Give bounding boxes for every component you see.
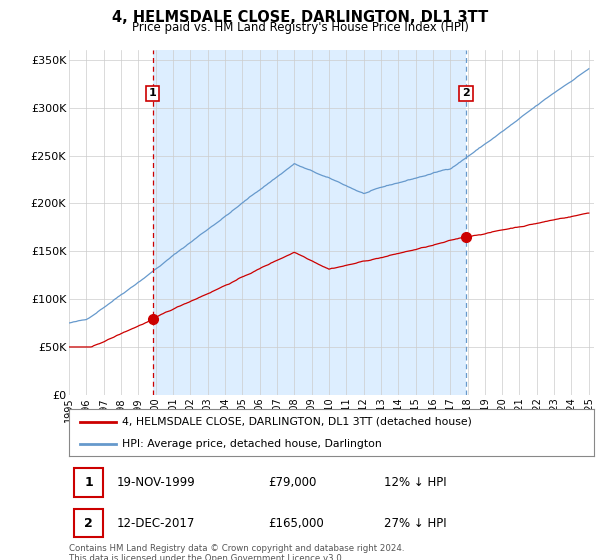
Text: 4, HELMSDALE CLOSE, DARLINGTON, DL1 3TT (detached house): 4, HELMSDALE CLOSE, DARLINGTON, DL1 3TT … [121, 417, 472, 427]
FancyBboxPatch shape [74, 509, 103, 538]
FancyBboxPatch shape [74, 468, 103, 497]
Text: 2: 2 [462, 88, 470, 99]
Text: 1: 1 [85, 476, 93, 489]
Text: Price paid vs. HM Land Registry's House Price Index (HPI): Price paid vs. HM Land Registry's House … [131, 21, 469, 34]
Bar [153, 50, 466, 395]
Text: 4, HELMSDALE CLOSE, DARLINGTON, DL1 3TT: 4, HELMSDALE CLOSE, DARLINGTON, DL1 3TT [112, 10, 488, 25]
Text: HPI: Average price, detached house, Darlington: HPI: Average price, detached house, Darl… [121, 438, 381, 449]
Text: 12-DEC-2017: 12-DEC-2017 [116, 517, 194, 530]
Text: 2: 2 [85, 517, 93, 530]
Text: £165,000: £165,000 [269, 517, 324, 530]
Text: 19-NOV-1999: 19-NOV-1999 [116, 476, 195, 489]
Text: 27% ↓ HPI: 27% ↓ HPI [384, 517, 446, 530]
Text: Contains HM Land Registry data © Crown copyright and database right 2024.
This d: Contains HM Land Registry data © Crown c… [69, 544, 404, 560]
Text: 12% ↓ HPI: 12% ↓ HPI [384, 476, 446, 489]
Text: £79,000: £79,000 [269, 476, 317, 489]
Text: 1: 1 [149, 88, 157, 99]
